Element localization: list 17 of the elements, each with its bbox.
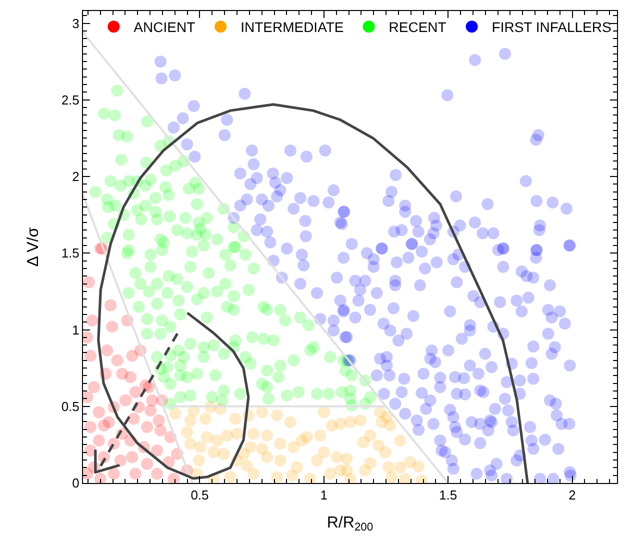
y-tick-label: 1: [72, 322, 80, 338]
legend-label: ANCIENT: [134, 19, 196, 36]
x-tick-label: 1: [320, 488, 328, 503]
y-axis-title: Δ V/σ: [25, 227, 42, 267]
x-tick-label: 2: [568, 488, 576, 503]
legend-label: INTERMEDIATE: [240, 19, 344, 36]
y-tick-label: 2.5: [61, 92, 80, 108]
y-tick-label: 2: [72, 169, 80, 184]
x-tick-label: 0.5: [190, 488, 209, 503]
y-tick-label: 1.5: [61, 246, 80, 261]
legend-label: RECENT: [388, 19, 447, 36]
y-tick-label: 3: [72, 16, 80, 31]
x-axis-title: R/R$_{200}$: [326, 514, 374, 534]
y-tick-label: 0: [72, 476, 80, 491]
legend-label: FIRST INFALLERS: [492, 19, 612, 36]
y-tick-label: 0.5: [61, 398, 80, 414]
x-tick-label: 1.5: [439, 488, 458, 503]
